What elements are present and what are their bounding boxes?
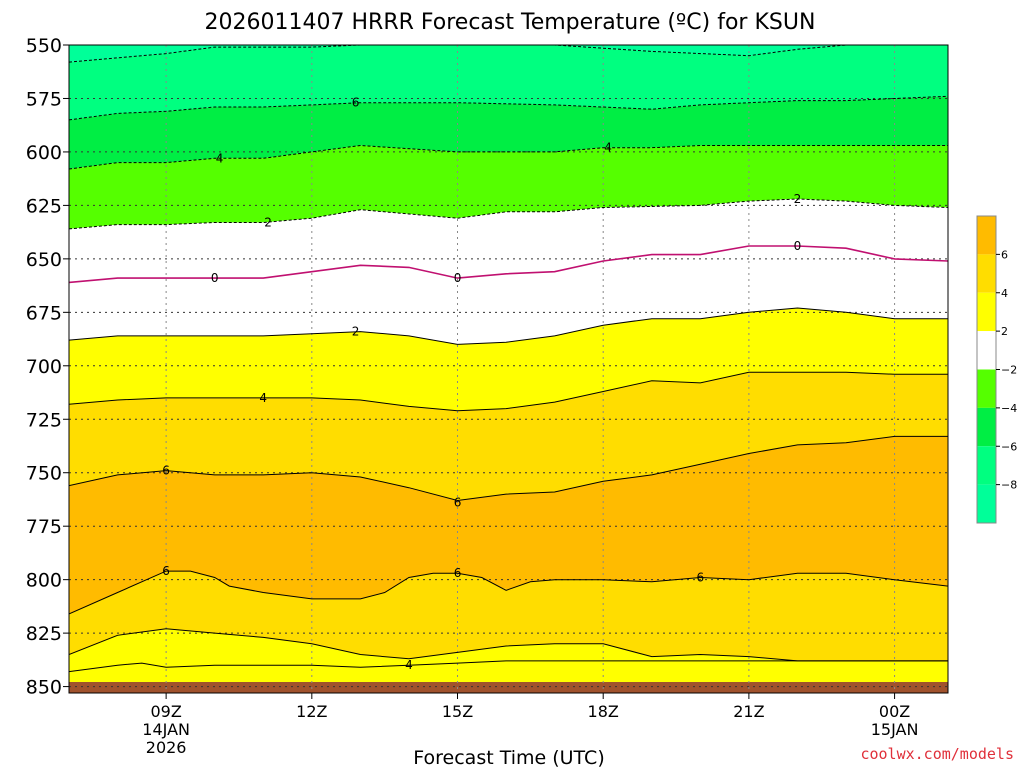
contour-line (69, 45, 948, 63)
colorbar: 6 4 2 −2 −4 −6 −8 (976, 215, 1017, 524)
contour-line (69, 95, 948, 121)
y-tick-label: 600 (26, 142, 62, 164)
x-tick-label: 18Z (588, 702, 619, 721)
y-tick-label: 650 (26, 249, 62, 271)
y-tick-label: 675 (26, 302, 62, 324)
colorbar-swatch (977, 331, 996, 370)
contour-label: 0 (794, 239, 802, 253)
y-axis: 550 575 600 625 650 675 700 725 750 775 800 825 850 (26, 35, 69, 699)
y-tick-label: 725 (26, 409, 62, 431)
colorbar-swatch (977, 484, 996, 523)
contour-label: 4 (216, 151, 224, 165)
temperature-band (69, 629, 948, 672)
contour-label: 6 (454, 496, 462, 510)
contour-label: 2 (264, 216, 272, 230)
contour-labels: 6 4 4 2 2 0 0 0 2 4 6 6 6 6 6 4 (162, 96, 801, 672)
contour-label: 6 (162, 464, 170, 478)
contour-line (69, 371, 948, 412)
contour-label: 0 (211, 271, 219, 285)
x-tick-label: 21Z (733, 702, 764, 721)
temperature-bands (69, 45, 948, 693)
contour-label: 6 (352, 96, 360, 110)
ground-surface (69, 682, 948, 693)
credit-text: coolwx.com/models (860, 745, 1014, 763)
plot-area: 6 4 4 2 2 0 0 0 2 4 6 6 6 6 6 4 (69, 45, 948, 693)
temperature-band (69, 436, 948, 614)
colorbar-label: −4 (1001, 402, 1017, 415)
contour-line (69, 144, 948, 170)
contour-label: 6 (697, 571, 705, 585)
colorbar-label: −2 (1001, 364, 1017, 377)
contour-label: 2 (794, 192, 802, 206)
contour-line (69, 307, 948, 345)
contour-label: 2 (352, 325, 360, 339)
contour-label: 6 (162, 564, 170, 578)
colorbar-label: 4 (1001, 287, 1008, 300)
contour-lines (69, 45, 948, 673)
temperature-band (69, 199, 948, 283)
temperature-band (69, 571, 948, 661)
contour-label: 4 (604, 141, 612, 155)
temperature-band (69, 45, 948, 63)
contour-label: 6 (454, 566, 462, 580)
contour-label: 0 (454, 271, 462, 285)
x-tick-label: 15Z (442, 702, 473, 721)
colorbar-label: 2 (1001, 325, 1008, 338)
y-tick-label: 800 (26, 570, 62, 592)
colorbar-swatch (977, 407, 996, 447)
y-tick-label: 575 (26, 88, 62, 110)
x-axis-label: Forecast Time (UTC) (413, 747, 604, 768)
colorbar-swatch (977, 446, 996, 485)
y-tick-label: 750 (26, 463, 62, 485)
contour-line (69, 435, 948, 502)
y-tick-label: 850 (26, 677, 62, 699)
temperature-band (69, 308, 948, 411)
grid-lines (69, 45, 948, 693)
y-tick-label: 625 (26, 195, 62, 217)
x-tick-label: 09Z (150, 702, 181, 721)
x-tick-label: 00Z (879, 702, 910, 721)
x-tick-label: 12Z (296, 702, 327, 721)
x-tick-label: 2026 (146, 738, 187, 757)
chart-title: 2026011407 HRRR Forecast Temperature (ºC… (205, 10, 816, 35)
contour-line (69, 245, 948, 284)
x-tick-label: 14JAN (142, 720, 190, 739)
contour-label: 4 (259, 391, 267, 405)
colorbar-label: −8 (1001, 479, 1017, 492)
temperature-band (69, 96, 948, 169)
contour-line (69, 660, 948, 673)
colorbar-label: −6 (1001, 440, 1017, 453)
y-tick-label: 700 (26, 356, 62, 378)
temperature-band (69, 145, 948, 229)
contour-line (69, 198, 948, 230)
contour-label: 4 (405, 658, 413, 672)
colorbar-swatch (977, 292, 996, 332)
x-tick-label: 15JAN (871, 720, 919, 739)
colorbar-swatch (977, 369, 996, 408)
colorbar-swatch (977, 216, 996, 255)
contour-line (69, 570, 948, 615)
colorbar-label: 6 (1001, 248, 1008, 261)
colorbar-swatch (977, 254, 996, 293)
temperature-band (69, 246, 948, 345)
contour-line (69, 628, 948, 662)
temperature-band (69, 45, 948, 120)
y-tick-label: 775 (26, 516, 62, 538)
y-tick-label: 825 (26, 623, 62, 645)
plot-frame (68, 44, 949, 694)
y-tick-label: 550 (26, 35, 62, 57)
temperature-band (69, 372, 948, 501)
